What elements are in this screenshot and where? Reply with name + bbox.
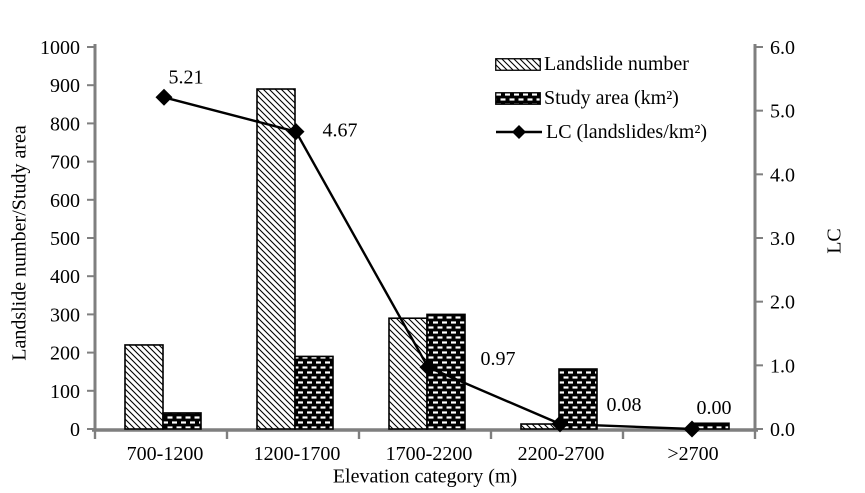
legend-swatch-line-diamond-icon [496, 125, 542, 139]
bar-study-area-0 [162, 412, 202, 430]
right-axis-tick-label: 3.0 [770, 228, 795, 250]
left-axis-tick-label: 300 [50, 304, 80, 326]
legend: Landslide number Study area (km²) LC (la… [495, 47, 707, 149]
right-axis-tick-label: 6.0 [770, 37, 795, 59]
left-axis-tick-label: 0 [70, 419, 80, 441]
lc-marker-2 [419, 358, 437, 376]
left-axis-tick-label: 200 [50, 343, 80, 365]
lc-marker-4 [683, 420, 701, 438]
left-axis-tick-label: 700 [50, 152, 80, 174]
left-axis-tick-label: 400 [50, 266, 80, 288]
lc-marker-3 [551, 415, 569, 433]
left-axis-tick-label: 100 [50, 381, 80, 403]
left-axis-title: Landslide number/Study area [8, 125, 31, 361]
x-category-label: 2200-2700 [518, 443, 605, 465]
lc-data-label-3: 0.08 [607, 394, 642, 416]
legend-label-lc: LC (landslides/km²) [546, 121, 707, 143]
lc-data-label-1: 4.67 [323, 120, 358, 142]
bar-landslide-number-0 [124, 344, 164, 430]
lc-data-label-2: 0.97 [481, 348, 516, 370]
plot-area: 0 100 200 300 400 500 600 700 800 900 1000 0.0 1.0 2.… [40, 37, 795, 465]
left-axis-tick-label: 1000 [40, 37, 80, 59]
legend-swatch-diagonal-hatch-icon [495, 57, 541, 71]
legend-item-landslide-number: Landslide number [495, 47, 707, 81]
right-axis-tick-label: 4.0 [770, 164, 795, 186]
x-category-label: 1700-2200 [386, 443, 473, 465]
right-axis-tick-label: 1.0 [770, 355, 795, 377]
bar-landslide-number-2 [388, 317, 428, 430]
right-axis-title: LC [823, 228, 846, 254]
x-axis-title: Elevation category (m) [332, 465, 518, 488]
legend-label-study-area: Study area (km²) [544, 87, 679, 109]
left-axis-tick-label: 900 [50, 75, 80, 97]
legend-item-study-area: Study area (km²) [495, 81, 707, 115]
x-category-label: 1200-1700 [254, 443, 341, 465]
x-category-label: >2700 [667, 443, 718, 465]
bar-study-area-2 [426, 313, 466, 430]
right-axis-tick-label: 5.0 [770, 101, 795, 123]
legend-label-landslide-number: Landslide number [544, 53, 689, 75]
legend-item-lc: LC (landslides/km²) [495, 115, 707, 149]
bar-study-area-1 [294, 355, 334, 430]
lc-data-label-0: 5.21 [169, 66, 204, 88]
lc-data-label-4: 0.00 [697, 397, 732, 419]
left-axis-tick-label: 500 [50, 228, 80, 250]
lc-marker-1 [287, 123, 305, 141]
legend-swatch-brick-dash-icon [495, 91, 541, 105]
x-category-label: 700-1200 [127, 443, 204, 465]
right-axis-tick-label: 2.0 [770, 292, 795, 314]
left-axis-tick-label: 600 [50, 190, 80, 212]
lc-marker-0 [155, 88, 173, 106]
right-axis-tick-label: 0.0 [770, 419, 795, 441]
left-axis-tick-label: 800 [50, 113, 80, 135]
bar-study-area-3 [558, 368, 598, 430]
bar-landslide-number-1 [256, 88, 296, 430]
